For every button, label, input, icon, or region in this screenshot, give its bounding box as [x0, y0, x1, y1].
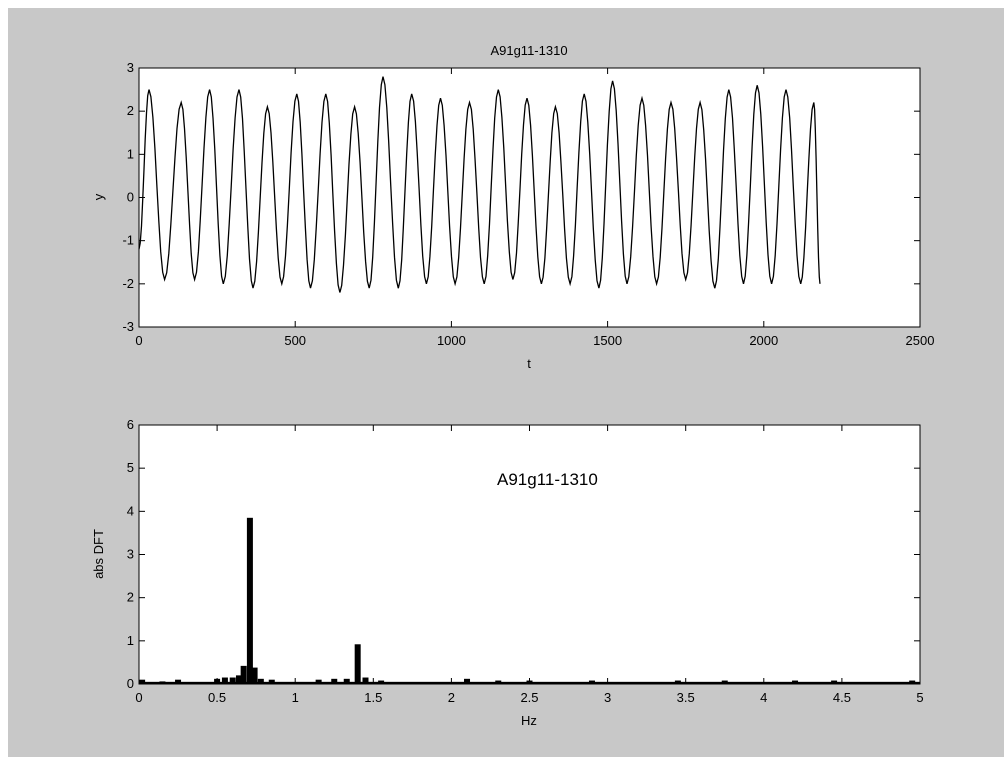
top-x-tick-label: 2500 — [906, 333, 935, 348]
bottom-ticks: 0 0.5 1 1.5 2 2.5 3 3.5 4 4.5 5 0 1 2 3 4 5 6 — [127, 417, 924, 705]
bottom-x-tick-label: 0.5 — [208, 690, 226, 705]
dft-bar — [721, 680, 728, 684]
top-y-label: y — [91, 193, 106, 200]
bottom-y-tick-label: 1 — [127, 633, 134, 648]
top-x-tick-label: 2000 — [749, 333, 778, 348]
dft-bar — [175, 679, 182, 684]
dft-bar — [588, 680, 595, 684]
top-x-tick-label: 1000 — [437, 333, 466, 348]
dft-bar — [831, 680, 838, 684]
bottom-axes-box — [138, 424, 921, 685]
bottom-x-tick-label: 2 — [448, 690, 455, 705]
bottom-x-tick-label: 1 — [292, 690, 299, 705]
top-ticks: 0 500 1000 1500 2000 2500 -3 -2 -1 0 1 2 3 — [122, 60, 934, 348]
bottom-x-tick-label: 3 — [604, 690, 611, 705]
top-y-tick-label: 3 — [127, 60, 134, 75]
bottom-x-tick-label: 0 — [135, 690, 142, 705]
dft-bar — [221, 677, 228, 684]
dft-bar — [909, 680, 916, 684]
bottom-axes: 0 0.5 1 1.5 2 2.5 3 3.5 4 4.5 5 0 1 2 3 4 5 6 A91g11-1310… — [91, 417, 924, 728]
top-y-tick-label: 2 — [127, 103, 134, 118]
dft-bar — [343, 678, 350, 684]
bottom-x-label: Hz — [521, 713, 537, 728]
bottom-x-tick-label: 5 — [916, 690, 923, 705]
dft-bar — [235, 675, 242, 684]
top-x-tick-label: 500 — [284, 333, 306, 348]
dft-bar — [268, 679, 275, 684]
dft-bar — [139, 679, 146, 684]
top-y-tick-label: -2 — [122, 276, 134, 291]
top-y-tick-label: -1 — [122, 233, 134, 248]
bottom-x-tick-label: 4.5 — [833, 690, 851, 705]
dft-bar — [257, 678, 264, 684]
dft-bar — [362, 677, 369, 684]
bottom-y-tick-label: 5 — [127, 460, 134, 475]
bottom-annotation: A91g11-1310 — [497, 470, 598, 489]
dft-bar — [331, 678, 338, 684]
dft-bar — [246, 517, 253, 684]
signal-line — [138, 76, 821, 293]
bottom-x-tick-label: 1.5 — [364, 690, 382, 705]
bottom-y-tick-label: 2 — [127, 590, 134, 605]
dft-bar — [378, 680, 385, 684]
top-x-tick-label: 1500 — [593, 333, 622, 348]
top-y-tick-label: 0 — [127, 190, 134, 205]
bottom-x-tick-label: 3.5 — [677, 690, 695, 705]
top-y-tick-label: -3 — [122, 319, 134, 334]
bottom-x-tick-label: 2.5 — [520, 690, 538, 705]
dft-bar — [495, 680, 502, 684]
dft-bar — [240, 665, 247, 684]
dft-bar — [159, 681, 166, 684]
dft-bar — [674, 680, 681, 684]
dft-bar — [315, 679, 322, 684]
top-x-tick-label: 0 — [135, 333, 142, 348]
bottom-x-tick-label: 4 — [760, 690, 767, 705]
top-x-label: t — [527, 356, 531, 371]
top-axes: 0 500 1000 1500 2000 2500 -3 -2 -1 0 1 2 3 A91g11-13… — [91, 43, 934, 371]
bottom-y-tick-label: 4 — [127, 503, 134, 518]
dft-bar — [792, 680, 799, 684]
bottom-y-label: abs DFT — [91, 529, 106, 579]
dft-bar — [464, 678, 471, 684]
top-title: A91g11-1310 — [490, 43, 567, 58]
bottom-y-tick-label: 6 — [127, 417, 134, 432]
top-y-tick-label: 1 — [127, 146, 134, 161]
dft-bar — [251, 667, 258, 684]
dft-bar — [229, 677, 236, 684]
bottom-y-tick-label: 0 — [127, 676, 134, 691]
bottom-y-tick-label: 3 — [127, 547, 134, 562]
dft-bar — [354, 644, 361, 684]
